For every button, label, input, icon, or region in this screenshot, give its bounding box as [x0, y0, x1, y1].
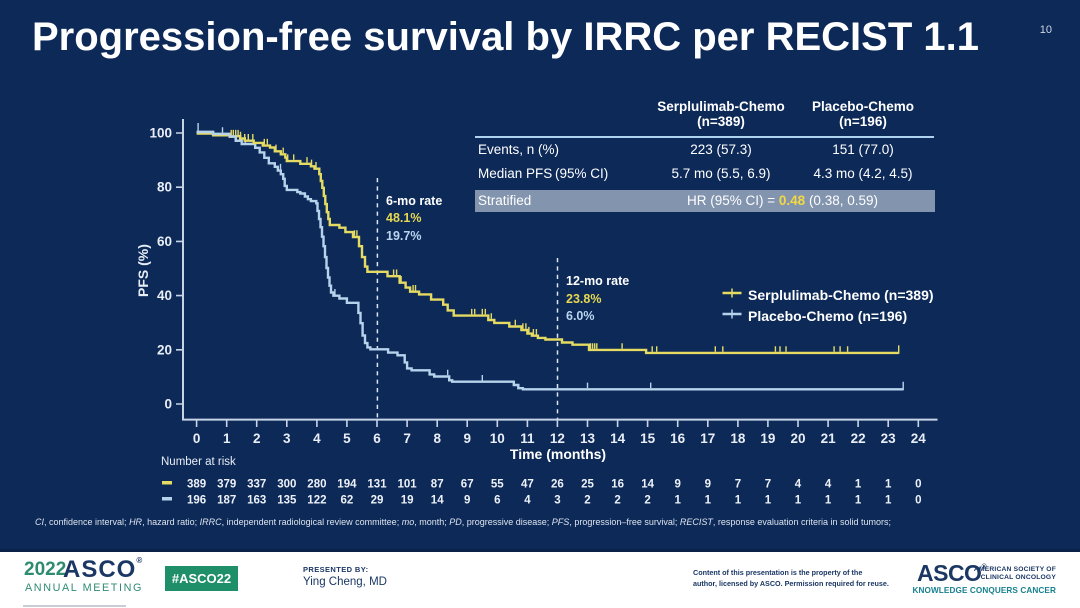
- svg-text:194: 194: [337, 479, 357, 491]
- svg-text:20: 20: [157, 342, 172, 357]
- svg-text:47: 47: [521, 479, 534, 491]
- svg-text:12: 12: [550, 431, 565, 446]
- svg-text:7: 7: [735, 479, 741, 491]
- svg-text:280: 280: [307, 479, 326, 491]
- svg-text:4: 4: [795, 479, 802, 491]
- svg-text:16: 16: [611, 479, 624, 491]
- svg-text:14: 14: [610, 431, 626, 446]
- svg-text:16: 16: [670, 431, 686, 446]
- svg-text:40: 40: [157, 288, 172, 303]
- svg-text:23: 23: [881, 431, 897, 446]
- svg-text:1: 1: [674, 495, 681, 507]
- svg-text:1: 1: [223, 431, 231, 446]
- svg-text:9: 9: [674, 479, 680, 491]
- svg-text:4: 4: [524, 495, 531, 507]
- svg-text:131: 131: [367, 479, 387, 491]
- svg-text:19: 19: [760, 431, 775, 446]
- svg-text:67: 67: [461, 479, 474, 491]
- svg-text:62: 62: [341, 495, 354, 507]
- svg-text:80: 80: [157, 180, 172, 195]
- svg-text:1: 1: [885, 479, 892, 491]
- svg-text:2: 2: [253, 431, 261, 446]
- svg-text:10: 10: [490, 431, 505, 446]
- svg-text:9: 9: [705, 479, 711, 491]
- svg-text:7: 7: [765, 479, 771, 491]
- svg-text:3: 3: [283, 431, 291, 446]
- svg-text:13: 13: [580, 431, 596, 446]
- svg-text:22: 22: [851, 431, 866, 446]
- svg-text:379: 379: [217, 479, 236, 491]
- svg-text:337: 337: [247, 479, 266, 491]
- svg-text:196: 196: [187, 495, 206, 507]
- svg-text:1: 1: [795, 495, 802, 507]
- svg-text:1: 1: [885, 495, 892, 507]
- svg-text:122: 122: [307, 495, 326, 507]
- svg-text:3: 3: [554, 495, 560, 507]
- svg-text:14: 14: [641, 479, 654, 491]
- svg-text:6: 6: [494, 495, 500, 507]
- svg-text:1: 1: [855, 495, 862, 507]
- svg-text:55: 55: [491, 479, 504, 491]
- svg-text:87: 87: [431, 479, 444, 491]
- svg-text:4: 4: [313, 431, 321, 446]
- svg-text:6: 6: [373, 431, 381, 446]
- svg-text:187: 187: [217, 495, 236, 507]
- svg-text:1: 1: [765, 495, 772, 507]
- svg-text:2: 2: [584, 495, 590, 507]
- svg-text:101: 101: [398, 479, 418, 491]
- svg-text:1: 1: [855, 479, 862, 491]
- svg-text:135: 135: [277, 495, 297, 507]
- svg-text:25: 25: [581, 479, 594, 491]
- svg-text:60: 60: [157, 234, 172, 249]
- svg-text:20: 20: [790, 431, 805, 446]
- svg-text:14: 14: [431, 495, 444, 507]
- svg-text:389: 389: [187, 479, 206, 491]
- svg-text:2: 2: [614, 495, 620, 507]
- svg-text:2: 2: [644, 495, 650, 507]
- svg-text:0: 0: [164, 397, 172, 412]
- svg-text:9: 9: [464, 495, 470, 507]
- svg-text:9: 9: [463, 431, 471, 446]
- svg-text:19: 19: [401, 495, 414, 507]
- svg-text:163: 163: [247, 495, 266, 507]
- svg-text:11: 11: [520, 431, 535, 446]
- svg-text:17: 17: [700, 431, 715, 446]
- svg-text:0: 0: [193, 431, 201, 446]
- svg-text:1: 1: [735, 495, 742, 507]
- svg-text:7: 7: [403, 431, 411, 446]
- svg-text:4: 4: [825, 479, 832, 491]
- svg-text:0: 0: [915, 479, 921, 491]
- svg-text:0: 0: [915, 495, 921, 507]
- svg-text:5: 5: [343, 431, 351, 446]
- svg-text:21: 21: [821, 431, 837, 446]
- svg-text:24: 24: [911, 431, 927, 446]
- svg-text:26: 26: [551, 479, 564, 491]
- svg-text:300: 300: [277, 479, 296, 491]
- svg-text:100: 100: [149, 126, 172, 141]
- svg-text:1: 1: [705, 495, 712, 507]
- svg-text:18: 18: [730, 431, 746, 446]
- svg-text:8: 8: [433, 431, 441, 446]
- svg-text:1: 1: [825, 495, 832, 507]
- svg-text:29: 29: [371, 495, 384, 507]
- svg-text:15: 15: [640, 431, 656, 446]
